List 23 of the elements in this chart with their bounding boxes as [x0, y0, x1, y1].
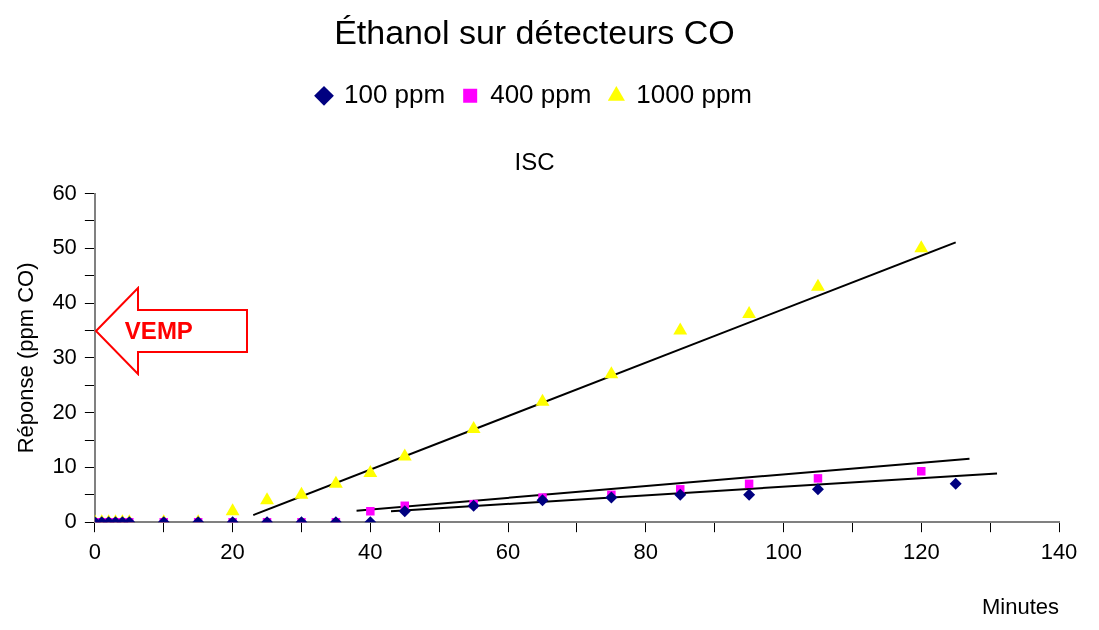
legend-label: 100 ppm	[344, 78, 446, 109]
y-tick-label: 50	[52, 234, 77, 260]
y-tick-label: 20	[52, 398, 77, 424]
x-tick-label: 120	[902, 539, 940, 565]
y-tick-label: 30	[52, 343, 77, 369]
y-tick-label: 0	[64, 508, 77, 534]
x-tick-label: 80	[633, 539, 659, 565]
x-tick-label: 40	[358, 539, 383, 565]
chart-title: Éthanol sur détecteurs CO	[334, 12, 735, 51]
legend-label: 1000 ppm	[636, 78, 753, 109]
legend-label: 400 ppm	[490, 78, 592, 109]
annotation: VEMP	[124, 316, 193, 345]
x-tick-label: 0	[88, 539, 101, 565]
y-axis-title: Réponse (ppm CO)	[13, 262, 39, 454]
y-tick-label: 40	[52, 289, 77, 315]
y-tick-label: 60	[52, 179, 77, 205]
x-tick-label: 60	[495, 539, 521, 565]
x-tick-label: 140	[1040, 539, 1078, 565]
y-tick-label: 10	[52, 453, 77, 479]
x-tick-label: 100	[765, 539, 802, 565]
x-tick-label: 20	[220, 539, 245, 565]
x-axis-title: Minutes	[981, 593, 1059, 619]
chart-subtitle: ISC	[514, 147, 555, 175]
